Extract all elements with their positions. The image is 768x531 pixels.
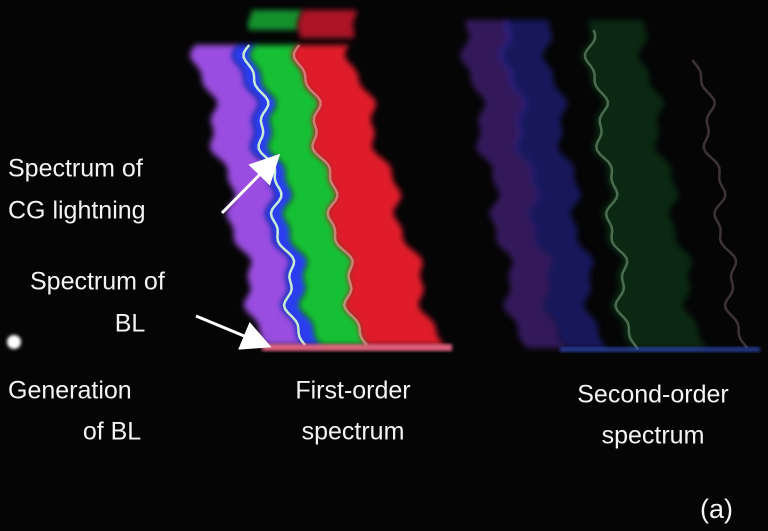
annotation: Second-order [577,381,728,409]
panel-label: (a) [700,494,733,524]
annotation: CG lightning [8,197,146,225]
annotation: spectrum [302,418,405,446]
bl-source [7,335,21,349]
annotation: spectrum [602,422,705,450]
annotation: Spectrum of [30,268,165,296]
spectrum-band [262,344,452,351]
spectrum-band [298,10,357,38]
annotation: Spectrum of [8,155,143,183]
annotation: of BL [83,418,141,446]
annotation: BL [115,310,146,338]
annotation: Generation [8,377,132,405]
annotation: First-order [295,377,410,405]
page: {"labels": [ {"lines": ["Spectrum of", "… [0,0,768,531]
spectrum-band [248,10,302,30]
photo: Spectrum of CG lightning Spectrum of BL … [0,0,768,531]
spectrum-band [560,347,760,352]
